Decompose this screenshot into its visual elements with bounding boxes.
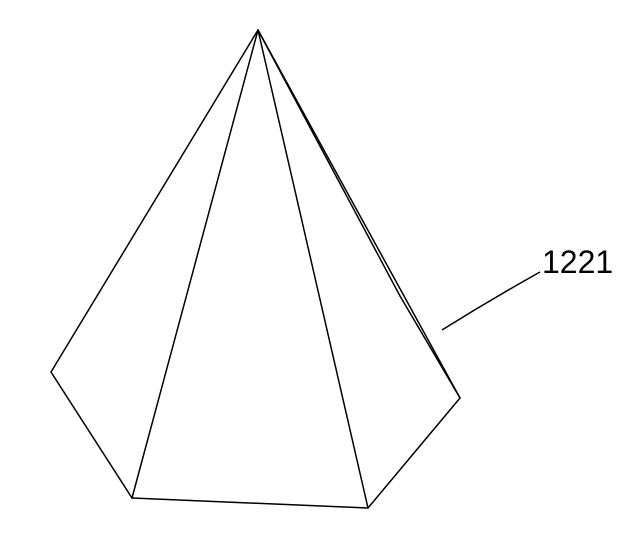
edge [368,398,460,508]
edge [132,498,368,508]
edge [51,30,258,372]
edge [132,30,258,498]
edge [51,372,132,498]
part-label-1221: 1221 [542,244,613,281]
label-leader [442,272,540,330]
edge [258,30,368,508]
edge [258,30,400,296]
